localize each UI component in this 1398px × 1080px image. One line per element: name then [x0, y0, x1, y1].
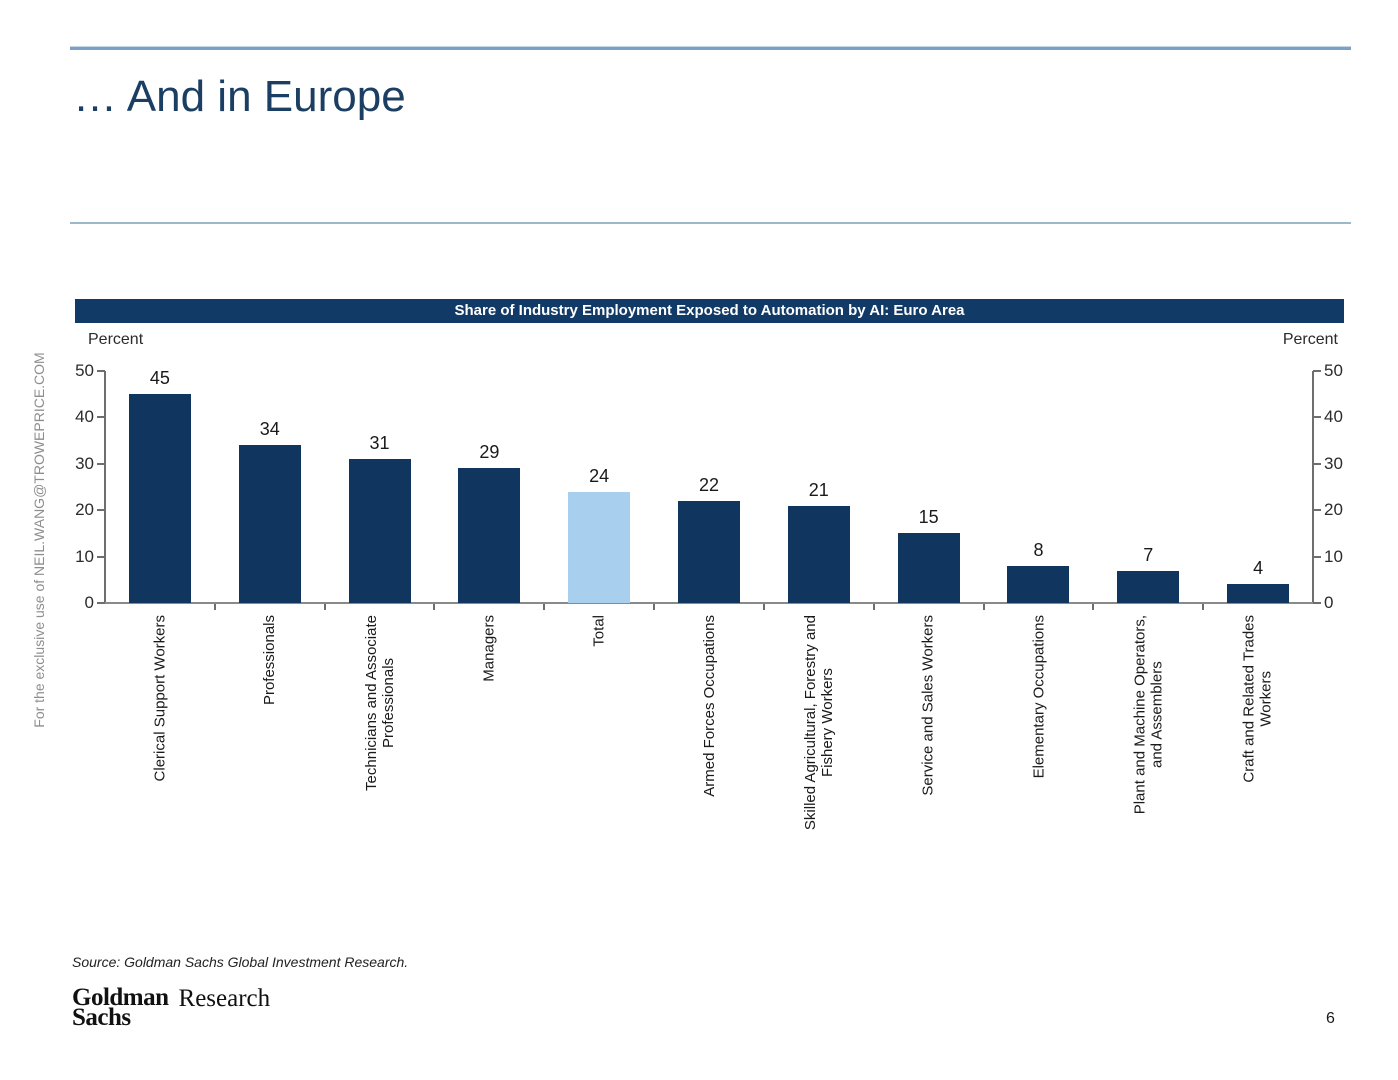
bar: [238, 445, 301, 603]
bar-value-label: 22: [698, 474, 720, 495]
x-tick: [433, 604, 436, 610]
bar-value-label: 21: [808, 479, 829, 500]
bar: [678, 500, 740, 603]
x-tick: [982, 604, 985, 610]
y-tick-label: 50: [75, 361, 94, 380]
bar-value-label: 4: [1253, 558, 1264, 579]
category-label: Service and Sales Workers: [920, 615, 938, 796]
x-tick: [1092, 604, 1095, 610]
chart-title-bar: Share of Industry Employment Exposed to …: [75, 299, 1344, 323]
bar: [458, 468, 521, 603]
category-label: Armed Forces Occupations: [700, 615, 718, 797]
bar-value-label: 8: [1033, 539, 1044, 560]
x-tick: [872, 604, 875, 610]
y-tick-label: 10: [1324, 546, 1343, 566]
y-tick: [97, 602, 105, 604]
logo-goldman-sachs: Goldman Sachs: [72, 985, 169, 1031]
bar-value-label: 24: [589, 465, 610, 486]
y-tick-label: 20: [75, 500, 94, 520]
y-tick: [97, 509, 105, 512]
logo-research: Research: [178, 985, 271, 1012]
y-tick: [1313, 462, 1321, 465]
x-tick: [213, 604, 216, 610]
y-tick: [97, 462, 105, 465]
x-axis: [97, 602, 1321, 604]
y-tick-label: 40: [75, 407, 94, 427]
x-tick: [1202, 604, 1205, 610]
bar-value-label: 15: [918, 507, 939, 528]
top-rule: [70, 46, 1351, 50]
y-tick-label: 50: [1324, 361, 1343, 380]
source-note: Source: Goldman Sachs Global Investment …: [72, 954, 409, 970]
category-label: Technicians and Associate Professionals: [362, 615, 397, 791]
category-label: Craft and Related Trades Workers: [1241, 615, 1276, 783]
category-label: Total: [590, 615, 608, 647]
bar-value-label: 29: [479, 442, 500, 463]
y-tick-label: 30: [75, 453, 94, 473]
bar: [128, 394, 191, 603]
bar: [1117, 570, 1180, 603]
right-y-axis: [1312, 371, 1314, 603]
bar-value-label: 45: [149, 368, 170, 389]
logo-line2: Sachs: [72, 1004, 131, 1031]
goldman-sachs-logo: Goldman Sachs Research: [72, 985, 271, 1031]
bar-value-label: 7: [1143, 544, 1154, 565]
bar: [1227, 584, 1290, 603]
y-tick: [1313, 370, 1321, 372]
y-tick: [1313, 416, 1321, 419]
page-title: … And in Europe: [73, 72, 406, 121]
category-label: Managers: [480, 615, 498, 682]
category-label: Clerical Support Workers: [151, 615, 169, 782]
category-label: Elementary Occupations: [1029, 615, 1047, 779]
y-tick: [97, 416, 105, 419]
y-tick: [97, 555, 105, 558]
title-divider: [70, 222, 1351, 224]
x-tick: [323, 604, 326, 610]
left-y-axis: [104, 371, 106, 603]
y-tick: [1313, 555, 1321, 558]
x-tick: [653, 604, 656, 610]
x-tick: [543, 604, 546, 610]
category-label: Plant and Machine Operators, and Assembl…: [1131, 615, 1166, 815]
page-number: 6: [1326, 1010, 1335, 1027]
category-label: Professionals: [261, 615, 279, 706]
category-label: Skilled Agricultural, Forestry and Fishe…: [801, 615, 836, 831]
y-tick-label: 0: [1324, 593, 1334, 612]
y-tick-label: 30: [1324, 453, 1343, 473]
y-tick: [97, 370, 105, 372]
bar-value-label: 34: [259, 419, 280, 440]
y-tick: [1313, 509, 1321, 512]
bar-value-label: 31: [369, 433, 390, 454]
left-axis-unit-label: Percent: [88, 331, 144, 348]
y-tick-label: 20: [1324, 500, 1343, 520]
bar: [897, 533, 960, 603]
right-axis-unit-label: Percent: [1282, 331, 1338, 348]
x-tick: [762, 604, 765, 610]
logo-line1: Goldman: [72, 984, 169, 1011]
y-tick-label: 10: [75, 546, 94, 566]
bar: [1007, 565, 1070, 603]
y-tick-label: 40: [1324, 407, 1343, 427]
bar: [348, 459, 411, 603]
y-tick-label: 0: [84, 593, 94, 612]
bar: [787, 505, 850, 603]
y-tick: [1313, 602, 1321, 604]
bar: [568, 491, 631, 603]
